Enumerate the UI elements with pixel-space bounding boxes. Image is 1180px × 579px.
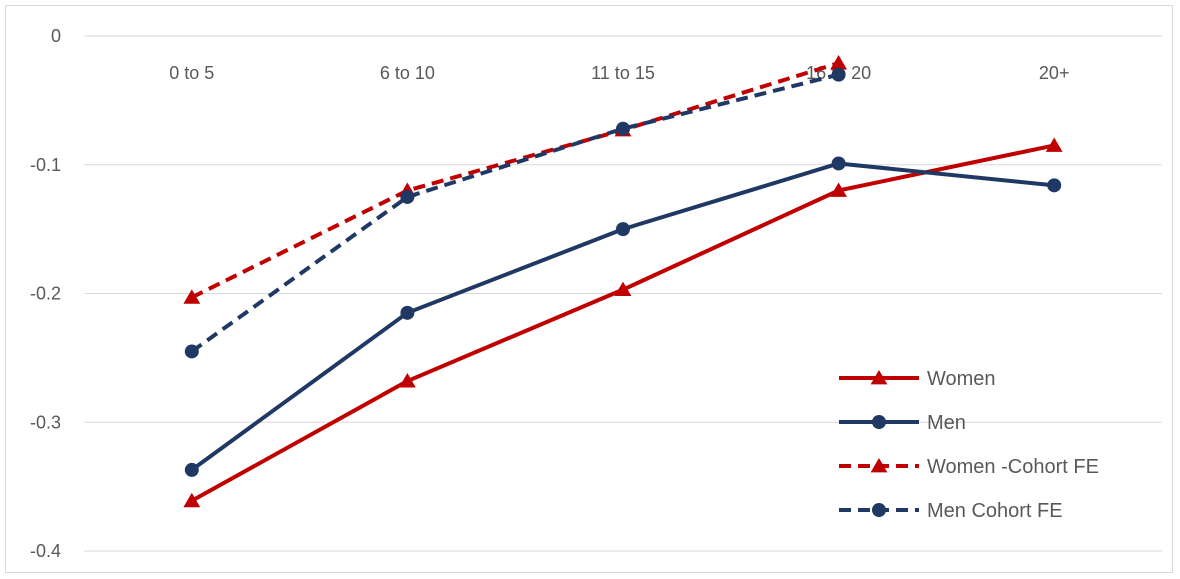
y-axis-tick-labels: 0 -0.1 -0.2 -0.3 -0.4: [30, 26, 61, 561]
series-line: [190, 61, 840, 300]
series-line: [190, 143, 1055, 503]
legend-item: Men: [839, 412, 966, 434]
legend-marker: [872, 415, 886, 429]
y-tick-label: -0.4: [30, 541, 61, 561]
x-tick-label: 6 to 10: [380, 63, 435, 83]
series-line: [190, 161, 1055, 472]
series-women-cohort-fe: [183, 55, 847, 304]
y-tick-label: 0: [51, 26, 61, 46]
series-women: [183, 137, 1063, 508]
legend-label: Men: [927, 412, 966, 434]
series-line: [190, 72, 840, 354]
data-point: [183, 289, 201, 304]
data-point: [400, 189, 415, 204]
legend-label: Women: [927, 368, 996, 390]
y-tick-label: -0.2: [30, 284, 61, 304]
legend-label: Men Cohort FE: [927, 500, 1063, 522]
x-tick-label: 0 to 5: [169, 63, 214, 83]
y-tick-label: -0.1: [30, 155, 61, 175]
data-point: [616, 121, 630, 136]
data-point: [830, 55, 847, 70]
legend-item: Women: [839, 368, 996, 390]
legend: Women Men Women -Cohort FE Men Cohort FE: [839, 368, 1099, 522]
legend-item: Men Cohort FE: [839, 500, 1063, 522]
data-point: [1047, 178, 1062, 193]
data-point: [1045, 137, 1063, 152]
data-point: [399, 373, 416, 388]
data-point: [184, 462, 199, 477]
x-tick-label: 11 to 15: [591, 63, 655, 83]
data-point: [400, 305, 415, 320]
data-point: [184, 344, 199, 359]
series-lines: [183, 55, 1063, 508]
legend-marker: [870, 458, 888, 473]
series-men-cohort-fe: [184, 67, 846, 359]
data-point: [831, 156, 846, 171]
data-point: [830, 182, 847, 197]
data-point: [831, 67, 846, 82]
y-tick-label: -0.3: [30, 412, 61, 432]
series-men: [184, 156, 1062, 477]
data-point: [616, 222, 630, 237]
legend-label: Women -Cohort FE: [927, 456, 1099, 478]
legend-item: Women -Cohort FE: [839, 456, 1099, 478]
data-point: [183, 492, 201, 508]
legend-marker: [870, 370, 888, 385]
legend-marker: [872, 503, 886, 517]
data-point: [614, 281, 632, 297]
x-tick-label: 20+: [1039, 63, 1070, 83]
